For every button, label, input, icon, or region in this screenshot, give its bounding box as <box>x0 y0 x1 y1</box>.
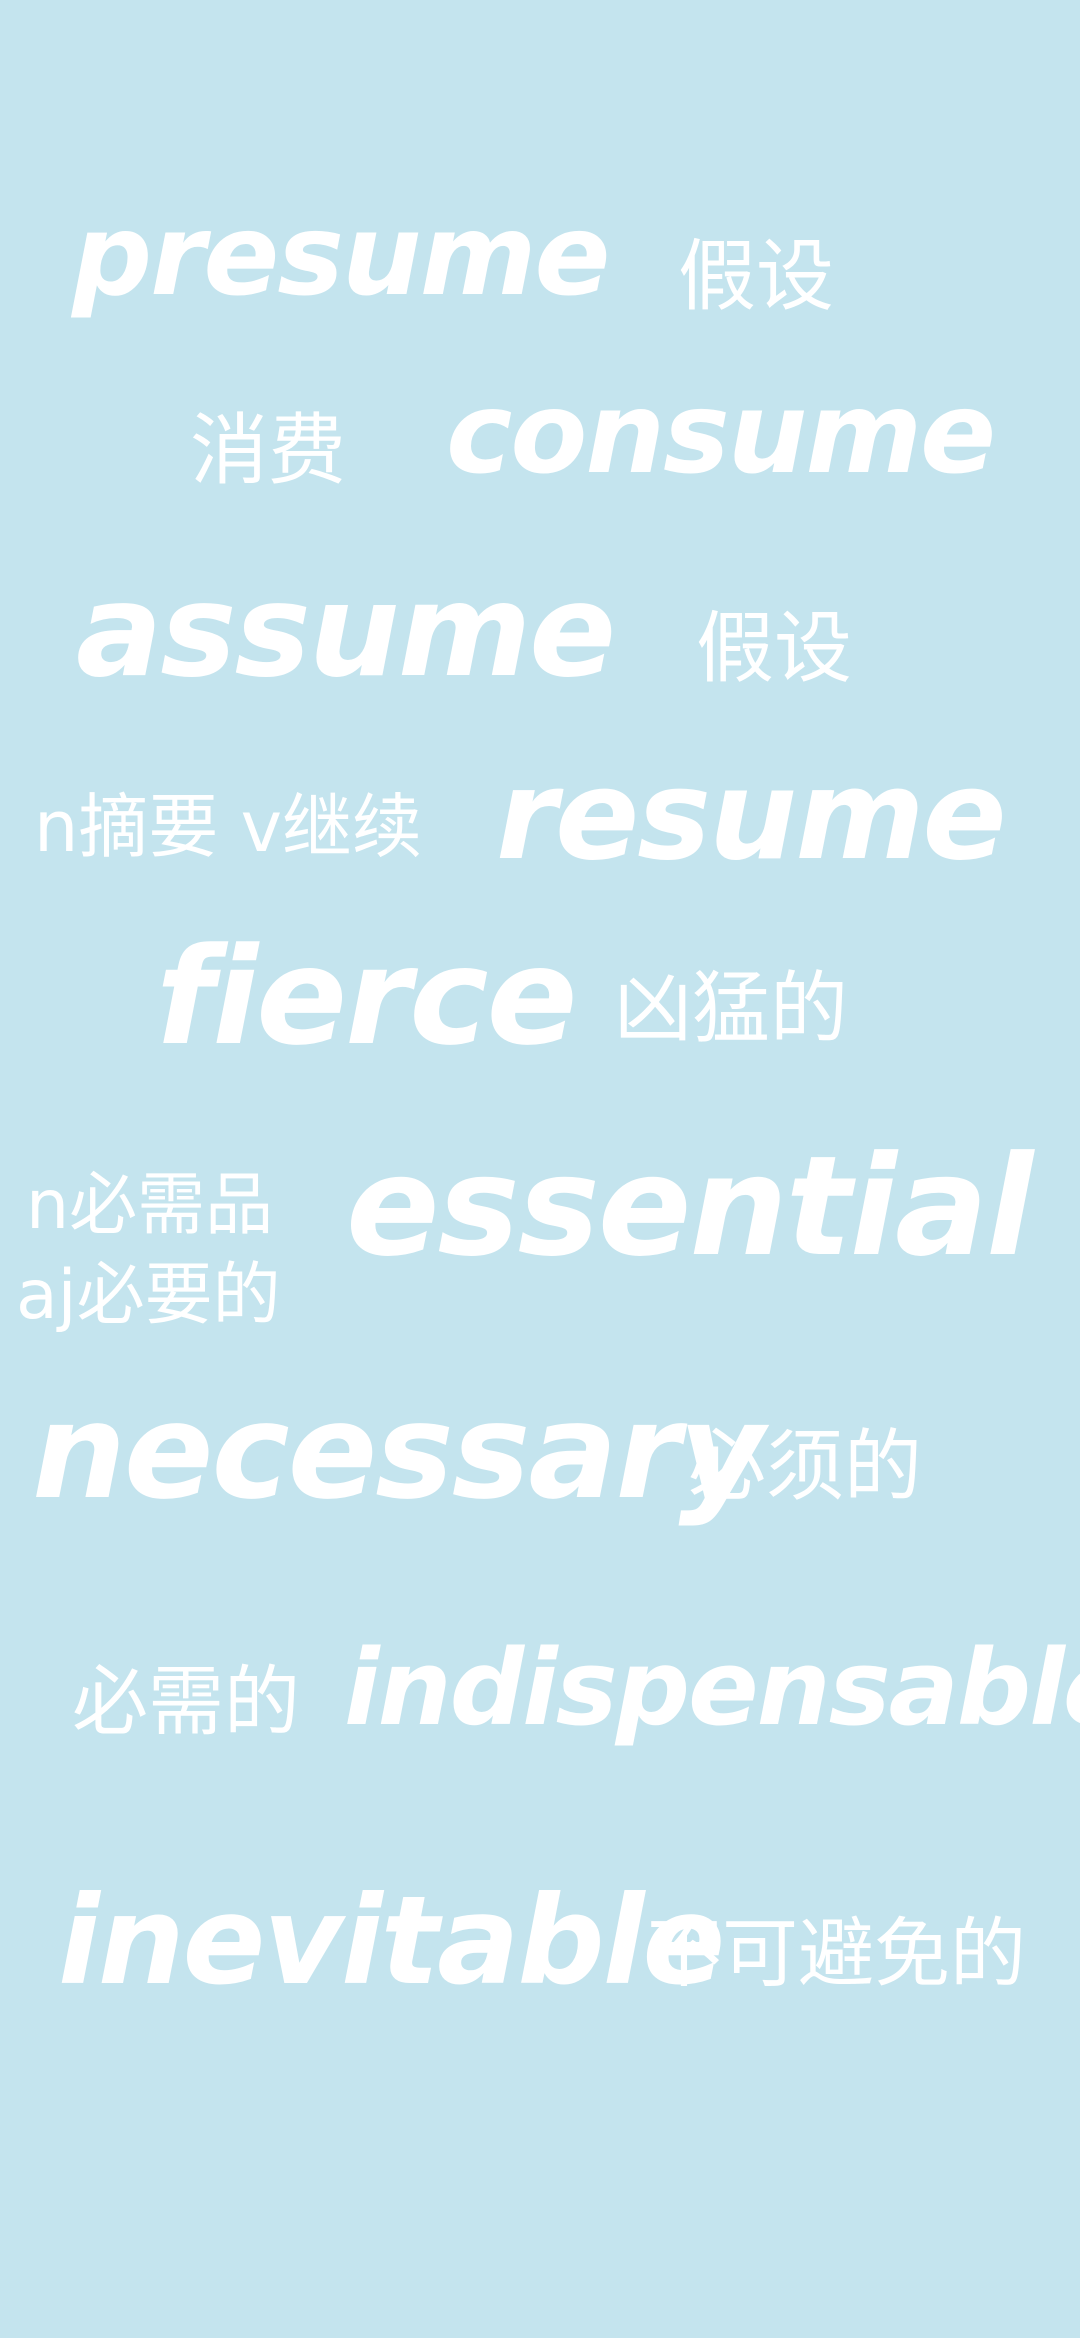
word-inevitable: inevitable <box>58 1870 725 2012</box>
word-fierce: fierce <box>156 919 578 1075</box>
meaning-essential-noun: n必需品 <box>26 1166 274 1245</box>
word-resume: resume <box>496 744 1007 888</box>
meaning-necessary: 必须的 <box>688 1422 923 1512</box>
word-assume: assume <box>76 557 616 706</box>
meaning-presume: 假设 <box>678 232 835 322</box>
word-essential: essential <box>346 1126 1033 1287</box>
word-necessary: necessary <box>32 1375 765 1529</box>
meaning-fierce: 凶猛的 <box>614 964 849 1054</box>
meaning-essential-adj: aj必要的 <box>16 1256 281 1335</box>
word-consume: consume <box>446 369 996 499</box>
meaning-resume: n摘要 v继续 <box>34 786 423 868</box>
meaning-indispensable: 必需的 <box>72 1657 300 1746</box>
meaning-inevitable: 不可避免的 <box>646 1909 1026 1998</box>
meaning-assume: 假设 <box>696 604 853 694</box>
word-indispensable: indispensable <box>344 1627 1080 1749</box>
word-presume: presume <box>72 191 610 321</box>
meaning-consume: 消费 <box>190 406 347 496</box>
